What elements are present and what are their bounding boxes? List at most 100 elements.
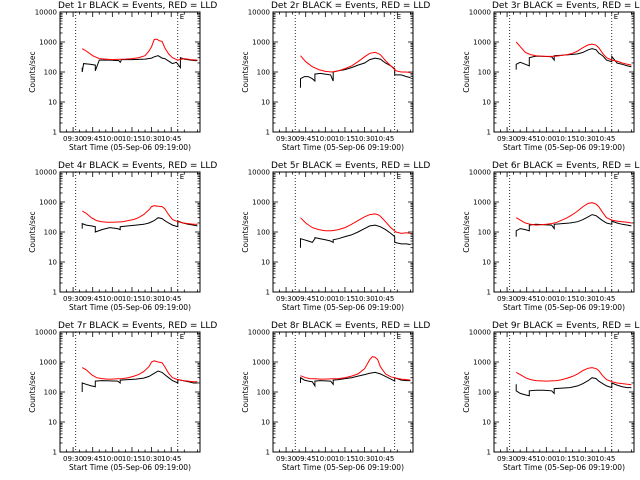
plot-frame	[272, 11, 414, 133]
x-tick-label: 10:15	[122, 295, 142, 303]
chart-panel-5: Det 5r BLACK = Events, RED = LLD 1 10 100 10…	[241, 161, 430, 312]
y-tick-label: 1000	[473, 39, 491, 47]
x-tick-label: 09:45	[83, 455, 103, 463]
plot-frame	[59, 331, 201, 453]
y-tick-label: 10	[261, 99, 270, 107]
x-tick-label: 10:45	[374, 135, 394, 143]
x-tick-label: 10:30	[141, 295, 161, 303]
x-tick-label: 10:00	[315, 135, 335, 143]
y-tick-label: 1000	[39, 199, 57, 207]
y-tick-label: 1	[53, 129, 57, 137]
y-tick-label: 100	[478, 389, 491, 397]
x-tick-label: 09:30	[276, 135, 296, 143]
y-tick-label: 10	[48, 259, 57, 267]
chart-panel-3: Det 3r BLACK = Events, RED = LLD 1 10 100 10…	[462, 1, 640, 152]
chart-panel-7: Det 7r BLACK = Events, RED = LLD 1 10 100 10…	[28, 321, 217, 472]
chart-title: Det 5r BLACK = Events, RED = LLD	[271, 161, 430, 171]
y-tick-label: 10	[482, 419, 491, 427]
chart-panel-4: Det 4r BLACK = Events, RED = LLD 1 10 100 10…	[28, 161, 217, 312]
plot-frame	[493, 11, 635, 133]
chart-title: Det 3r BLACK = Events, RED = LLD	[492, 1, 640, 11]
plot-frame	[59, 11, 201, 133]
x-axis-label: Start Time (05-Sep-06 09:19:00)	[282, 303, 404, 312]
y-tick-label: 10000	[469, 169, 491, 177]
y-axis-label: Counts/sec	[28, 211, 37, 252]
y-tick-label: 1	[53, 449, 57, 457]
y-axis-label: Counts/sec	[462, 211, 471, 252]
y-tick-label: 1000	[252, 39, 270, 47]
annotation-label: E	[397, 333, 401, 341]
x-tick-label: 09:30	[497, 295, 517, 303]
series-line-lld	[300, 356, 411, 381]
x-tick-label: 10:15	[556, 455, 576, 463]
series-line-lld	[81, 360, 198, 383]
x-axis-label: Start Time (05-Sep-06 09:19:00)	[282, 143, 404, 152]
x-tick-label: 10:00	[536, 135, 556, 143]
y-tick-label: 1	[266, 449, 270, 457]
y-tick-label: 1	[487, 129, 491, 137]
chart-title: Det 4r BLACK = Events, RED = LLD	[58, 161, 217, 171]
y-tick-label: 1000	[252, 359, 270, 367]
x-axis-label: Start Time (05-Sep-06 09:19:00)	[503, 303, 625, 312]
x-tick-label: 09:45	[296, 455, 316, 463]
y-axis-label: Counts/sec	[462, 371, 471, 412]
y-tick-label: 10000	[35, 169, 57, 177]
x-tick-label: 10:00	[315, 295, 335, 303]
y-axis-label: Counts/sec	[28, 371, 37, 412]
y-tick-label: 10	[482, 99, 491, 107]
y-tick-label: 100	[478, 69, 491, 77]
x-tick-label: 09:45	[83, 295, 103, 303]
plot-frame	[59, 171, 201, 293]
y-tick-label: 10000	[248, 329, 270, 337]
plot-frame	[493, 331, 635, 453]
annotation-label: E	[180, 13, 184, 21]
x-axis-label: Start Time (05-Sep-06 09:19:00)	[282, 463, 404, 472]
annotation-label: E	[614, 173, 618, 181]
y-tick-label: 1000	[39, 39, 57, 47]
x-axis-label: Start Time (05-Sep-06 09:19:00)	[503, 463, 625, 472]
x-tick-label: 10:45	[161, 455, 181, 463]
series-line-events	[81, 55, 198, 73]
x-tick-label: 09:45	[296, 295, 316, 303]
series-line-lld	[515, 367, 632, 386]
x-tick-label: 09:30	[276, 295, 296, 303]
series-line-lld	[81, 38, 198, 61]
y-tick-label: 1000	[252, 199, 270, 207]
series-line-lld	[300, 51, 411, 74]
series-line-events	[300, 224, 411, 248]
x-tick-label: 10:30	[354, 455, 374, 463]
annotation-label: E	[397, 173, 401, 181]
y-tick-label: 10000	[35, 329, 57, 337]
x-axis-label: Start Time (05-Sep-06 09:19:00)	[69, 303, 191, 312]
series-line-lld	[300, 213, 411, 234]
chart-title: Det 7r BLACK = Events, RED = LLD	[58, 321, 217, 331]
x-tick-label: 10:30	[141, 135, 161, 143]
x-tick-label: 10:15	[335, 135, 355, 143]
annotation-label: E	[397, 13, 401, 21]
x-tick-label: 10:00	[315, 455, 335, 463]
y-tick-label: 1000	[39, 359, 57, 367]
chart-panel-1: Det 1r BLACK = Events, RED = LLD 1 10 100 10…	[28, 1, 217, 152]
y-tick-label: 1	[487, 289, 491, 297]
y-tick-label: 10000	[248, 169, 270, 177]
x-tick-label: 09:45	[517, 135, 537, 143]
y-tick-label: 100	[44, 229, 57, 237]
series-line-events	[81, 217, 198, 233]
series-line-events	[515, 214, 632, 237]
y-axis-label: Counts/sec	[241, 211, 250, 252]
y-axis-label: Counts/sec	[28, 51, 37, 92]
y-tick-label: 100	[44, 389, 57, 397]
x-tick-label: 09:45	[517, 455, 537, 463]
x-tick-label: 10:45	[595, 295, 615, 303]
y-tick-label: 100	[257, 69, 270, 77]
y-tick-label: 10	[261, 419, 270, 427]
x-axis-label: Start Time (05-Sep-06 09:19:00)	[69, 143, 191, 152]
y-tick-label: 10	[48, 419, 57, 427]
x-tick-label: 10:00	[102, 455, 122, 463]
y-tick-label: 1	[266, 289, 270, 297]
x-tick-label: 10:30	[354, 135, 374, 143]
x-tick-label: 10:15	[335, 295, 355, 303]
chart-panel-6: Det 6r BLACK = Events, RED = LLD 1 10 100 10…	[462, 161, 640, 312]
x-tick-label: 10:45	[374, 455, 394, 463]
